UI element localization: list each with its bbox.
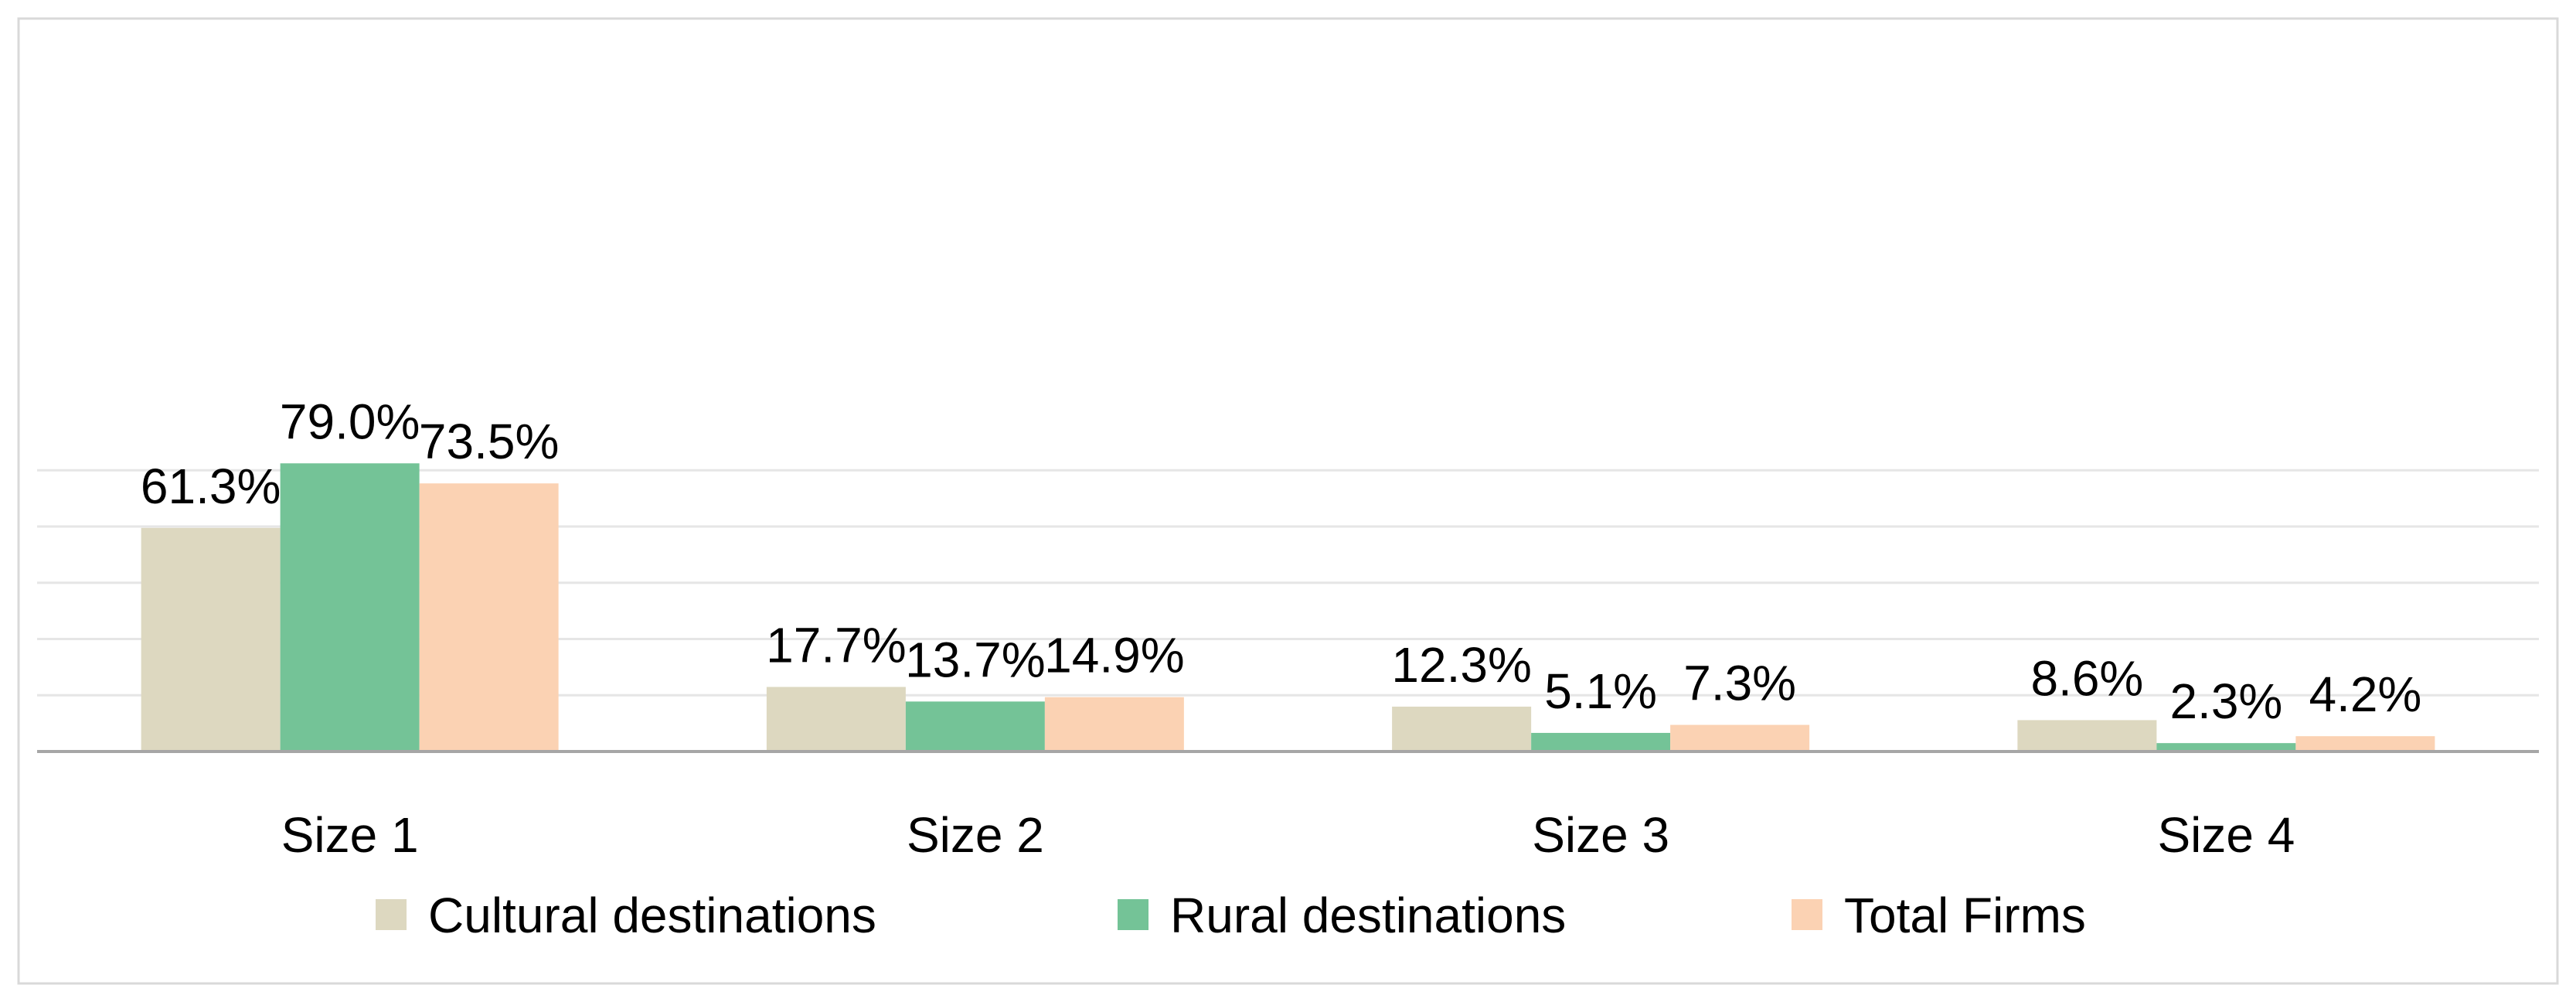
bar-cultural-destinations-1 (141, 527, 281, 752)
data-label-rural-destinations-2: 13.7% (905, 632, 1045, 687)
bar-total-firms-2 (1044, 697, 1184, 752)
data-labels: 61.3% 79.0%73.5% 17.7%13.7%14.9% 12.3% 5.1% 7… (141, 394, 2421, 729)
legend-swatch-total-firms (1792, 899, 1822, 930)
bar-total-firms-4 (2295, 736, 2435, 752)
bar-total-firms-3 (1670, 724, 1810, 752)
category-label-2: Size 2 (907, 807, 1044, 863)
bar-rural-destinations-4 (2156, 743, 2296, 752)
category-label-3: Size 3 (1532, 807, 1669, 863)
bar-cultural-destinations-2 (766, 687, 906, 752)
data-label-total-firms-2: 14.9% (1044, 628, 1184, 683)
data-label-cultural-destinations-4: 8.6% (2030, 650, 2143, 706)
legend-label-rural-destinations: Rural destinations (1170, 888, 1566, 943)
legend-label-total-firms: Total Firms (1844, 888, 2086, 943)
data-label-total-firms-4: 4.2% (2309, 666, 2421, 722)
category-label-4: Size 4 (2157, 807, 2295, 863)
legend-swatch-rural-destinations (1118, 899, 1148, 930)
data-label-rural-destinations-4: 2.3% (2169, 673, 2282, 729)
legend-swatch-cultural-destinations (376, 899, 407, 930)
legend: Cultural destinations Rural destinations T… (376, 888, 2086, 943)
bar-rural-destinations-2 (905, 701, 1045, 752)
legend-label-cultural-destinations: Cultural destinations (428, 888, 876, 943)
data-label-cultural-destinations-2: 17.7% (766, 617, 906, 673)
data-label-total-firms-1: 73.5% (419, 414, 559, 469)
bar-cultural-destinations-4 (2017, 720, 2157, 752)
data-label-cultural-destinations-3: 12.3% (1391, 637, 1531, 693)
category-labels: Size 1 Size 2 Size 3 Size 4 (281, 807, 2295, 863)
data-label-total-firms-3: 7.3% (1683, 656, 1796, 711)
bar-total-firms-1 (419, 483, 559, 752)
bars (141, 463, 2435, 752)
bar-rural-destinations-3 (1531, 732, 1671, 752)
category-label-1: Size 1 (281, 807, 419, 863)
bar-rural-destinations-1 (280, 463, 420, 752)
data-label-rural-destinations-3: 5.1% (1544, 663, 1657, 719)
data-label-cultural-destinations-1: 61.3% (141, 458, 281, 514)
bar-cultural-destinations-3 (1392, 706, 1532, 752)
data-label-rural-destinations-1: 79.0% (280, 394, 420, 449)
